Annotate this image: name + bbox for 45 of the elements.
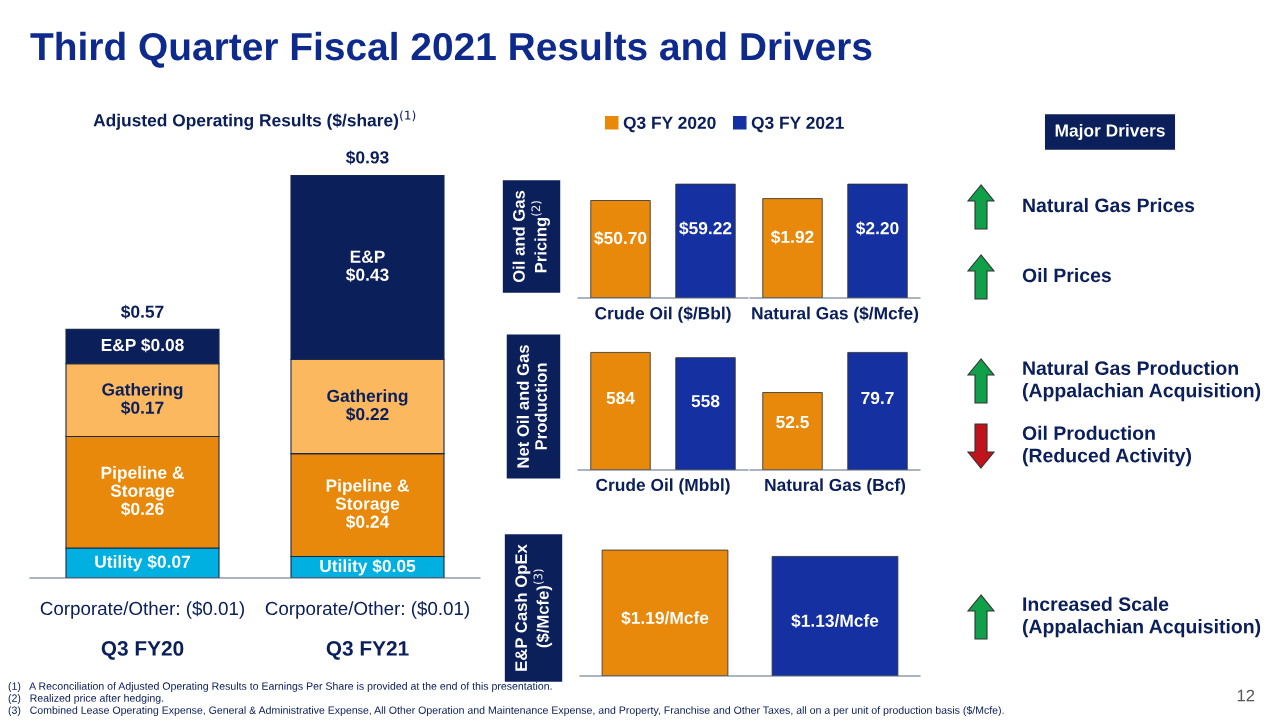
data-label: $50.70: [594, 231, 647, 246]
x-tick-label: Crude Oil (Mbbl): [596, 478, 730, 495]
data-label: Pipeline & Storage $0.26: [101, 466, 184, 517]
text: 12: [1237, 689, 1255, 702]
text: Oil Prices: [1022, 267, 1111, 283]
data-label: $1.19/Mcfe: [621, 610, 709, 626]
text: Increased Scale (Appalachian Acquisition): [1022, 596, 1261, 638]
data-label: 558: [691, 394, 720, 408]
x-tick-label: Natural Gas (Bcf): [765, 478, 906, 495]
text: Natural Gas Production (Appalachian Acquisition): [1022, 360, 1261, 402]
data-label: E&P $0.43: [346, 250, 389, 282]
text: Oil Production (Reduced Activity): [1022, 425, 1192, 467]
text: Third Quarter Fiscal 2021 Results and Drivers: [30, 31, 872, 68]
text: Corporate/Other: ($0.01): [40, 601, 244, 619]
text: Major Drivers: [1055, 123, 1165, 141]
data-label: Gathering $0.17: [102, 382, 183, 415]
data-label: 584: [606, 391, 635, 405]
y-axis-title: Net Oil and Gas Production: [516, 345, 547, 468]
data-label: Utility $0.05: [320, 559, 416, 576]
data-label: $2.20: [856, 221, 899, 236]
legend-label: Q3 FY 2020: [623, 116, 716, 133]
data-label: E&P $0.08: [101, 338, 184, 353]
text: (3) Combined Lease Operating Expense, General & Administrative Expense, All Other Operation and Maintenance Expense, and Property, Franchise and Other Taxes, all on a per unit of production basis ($/Mcfe).: [8, 706, 1004, 716]
total-label: $0.57: [121, 304, 164, 319]
data-label: 52.5: [776, 415, 809, 429]
y-axis-title: Oil and Gas Pricing$^{(2)}$: [512, 190, 550, 283]
chart-title: Adjusted Operating Results ($/share)$^{(1)}$: [93, 110, 416, 130]
data-label: Utility $0.07: [95, 554, 190, 572]
data-label: $1.13/Mcfe: [791, 613, 879, 628]
text: (1) A Reconciliation of Adjusted Operating Results to Earnings Per Share is provided at the end of this presentation.: [8, 682, 552, 692]
x-tick-label: Natural Gas ($/Mcfe): [752, 306, 919, 323]
data-label: 79.7: [861, 391, 894, 405]
total-label: $0.93: [346, 150, 389, 165]
x-tick-label: Q3 FY21: [326, 641, 409, 660]
legend-label: Q3 FY 2021: [751, 116, 844, 133]
data-label: Gathering $0.22: [327, 389, 408, 422]
data-label: $59.22: [679, 221, 732, 236]
text: (2) Realized price after hedging.: [8, 694, 164, 704]
data-label: $1.92: [771, 229, 814, 245]
text: Corporate/Other: ($0.01): [265, 601, 469, 619]
x-tick-label: Crude Oil ($/Bbl): [595, 306, 731, 323]
data-label: Pipeline & Storage $0.24: [326, 478, 409, 529]
y-axis-title: E&P Cash OpEx ($/Mcfe)$^{(3)}$: [514, 544, 553, 671]
x-tick-label: Q3 FY20: [101, 641, 184, 660]
text: Natural Gas Prices: [1023, 197, 1195, 213]
